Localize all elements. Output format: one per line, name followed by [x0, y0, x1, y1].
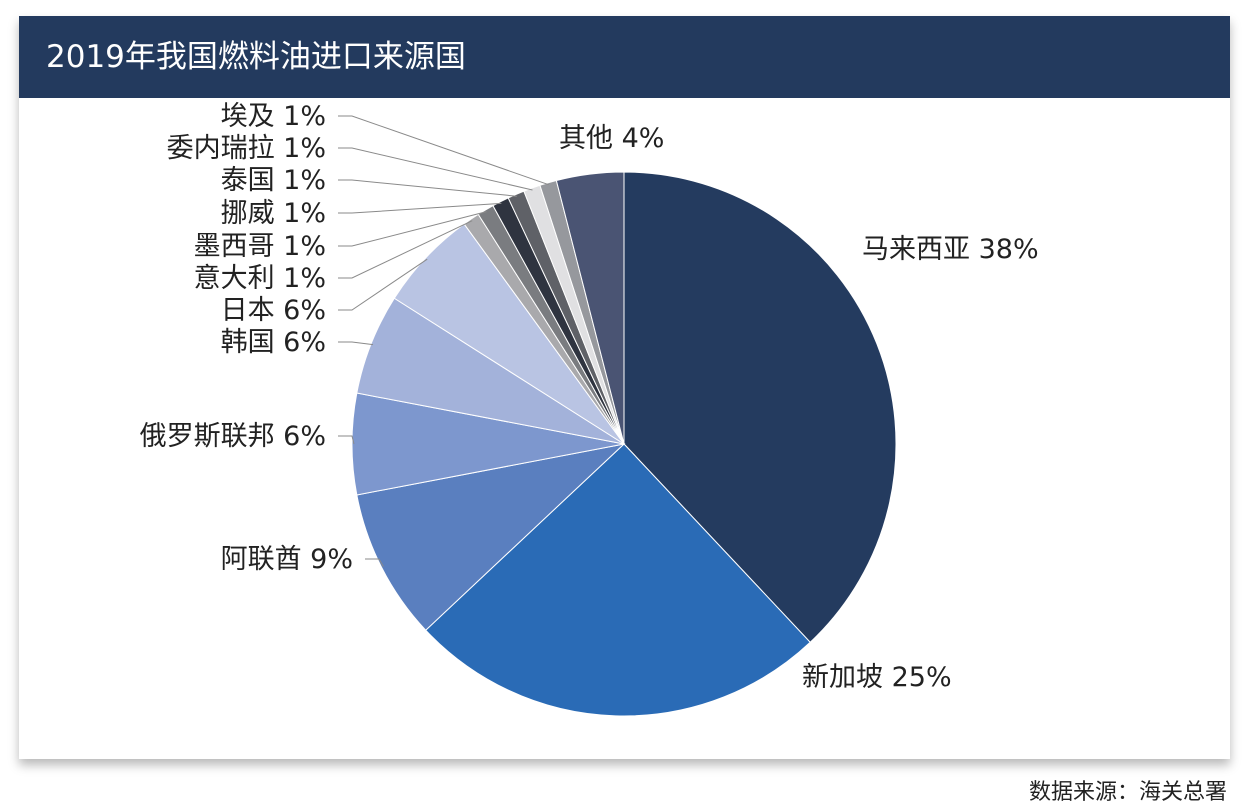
leader-line	[338, 147, 533, 191]
slice-label: 日本 6%	[221, 295, 326, 326]
slice-label: 新加坡 25%	[802, 662, 952, 693]
leader-line	[338, 211, 487, 247]
slice-label: 意大利 1%	[194, 263, 326, 294]
slice-label: 其他 4%	[559, 123, 664, 154]
slice-label: 泰国 1%	[221, 165, 326, 196]
pie-slice	[623, 171, 897, 643]
pie-slice	[425, 443, 811, 717]
chart-title: 2019年我国燃料油进口来源国	[46, 39, 466, 75]
pie-slice	[356, 443, 626, 631]
slice-label: 委内瑞拉 1%	[167, 133, 326, 164]
leader-line	[365, 558, 384, 567]
leader-line	[338, 435, 355, 445]
slice-label: 俄罗斯联邦 6%	[140, 421, 326, 452]
data-source-note: 数据来源：海关总署	[1028, 780, 1227, 805]
slice-label: 挪威 1%	[221, 198, 326, 229]
pie-chart: 马来西亚 38% 新加坡 25% 阿联酋 9% 俄罗斯联邦 6% 韩国 6%日本 6%意…	[140, 101, 1039, 717]
leader-line	[338, 202, 502, 214]
slice-label: 马来西亚 38%	[862, 234, 1039, 265]
slice-label: 阿联酋 9%	[221, 544, 353, 575]
slice-label: 韩国 6%	[221, 327, 326, 358]
leader-line	[338, 179, 517, 197]
pie-slice	[555, 171, 625, 445]
leader-line	[338, 220, 473, 279]
slice-label: 埃及 1%	[221, 101, 326, 132]
chart-card: 2019年我国燃料油进口来源国 马来西亚 38% 新加坡 25% 阿联酋 9% 俄罗斯…	[19, 16, 1230, 759]
leader-line	[338, 341, 374, 346]
title-bar: 2019年我国燃料油进口来源国	[19, 16, 1230, 98]
slice-label: 墨西哥 1%	[194, 231, 326, 262]
leader-line	[338, 258, 428, 311]
leader-line	[338, 115, 549, 186]
